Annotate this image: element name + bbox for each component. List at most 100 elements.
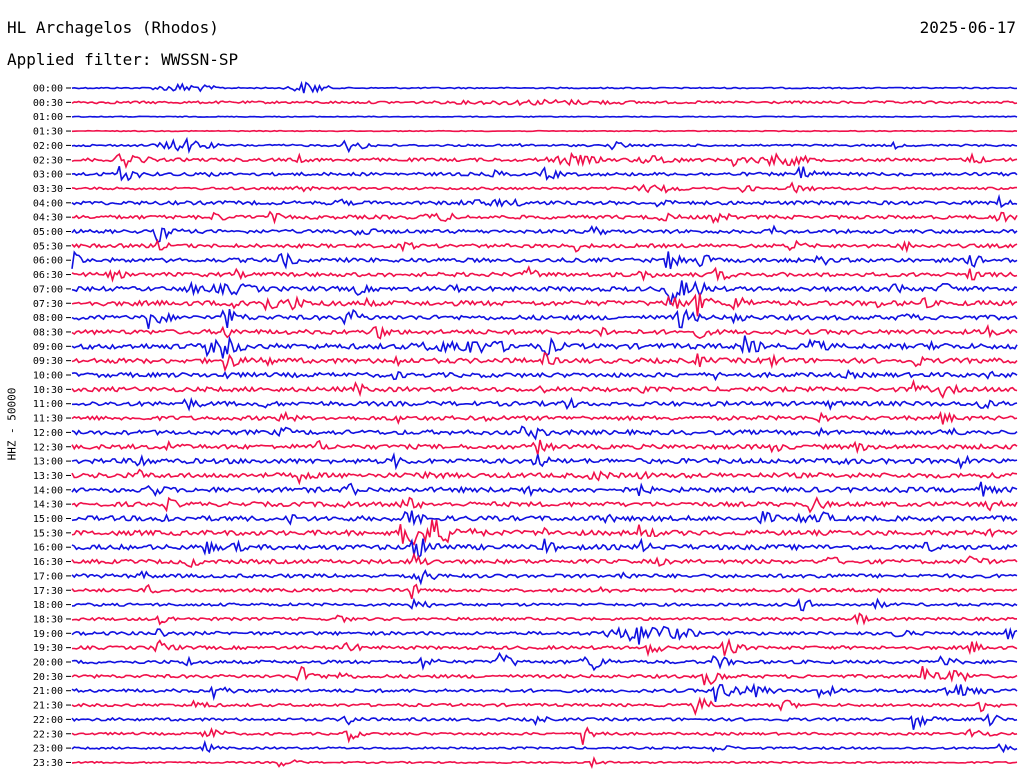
time-tick-label: 21:30	[33, 701, 63, 712]
time-tick-label: 10:30	[33, 385, 63, 396]
time-tick-label: 01:30	[33, 127, 63, 138]
trace-line	[71, 713, 1018, 730]
time-tick-label: 21:00	[33, 686, 63, 697]
time-tick-label: 23:30	[33, 758, 63, 769]
trace-line	[71, 612, 1018, 626]
time-tick-label: 19:00	[33, 629, 63, 640]
time-tick-label: 18:00	[33, 600, 63, 611]
time-tick-label: 10:00	[33, 371, 63, 382]
trace-line	[71, 210, 1018, 225]
time-tick-label: 14:00	[33, 485, 63, 496]
time-tick-label: 05:00	[33, 227, 63, 238]
trace-line	[72, 637, 1018, 658]
trace-line	[71, 468, 1018, 486]
date-label: 2025-06-17	[919, 18, 1016, 37]
trace-line	[71, 378, 1018, 399]
trace-line	[71, 439, 1018, 456]
trace-line	[71, 651, 1018, 672]
time-tick-label: 08:30	[33, 327, 63, 338]
time-tick-label: 07:00	[33, 284, 63, 295]
trace-line	[71, 98, 1018, 107]
trace-line	[71, 410, 1018, 425]
time-tick-label: 17:00	[33, 571, 63, 582]
trace-line	[71, 250, 1018, 270]
time-tick-label: 16:00	[33, 543, 63, 554]
time-tick-label: 05:30	[33, 241, 63, 252]
trace-line	[71, 665, 1018, 686]
trace-line	[71, 425, 1018, 441]
time-tick-label: 04:30	[33, 213, 63, 224]
trace-line	[71, 682, 1018, 703]
time-tick-label: 22:30	[33, 729, 63, 740]
time-tick-label: 02:00	[33, 141, 63, 152]
trace-line	[71, 597, 1018, 612]
station-title: HL Archagelos (Rhodos)	[7, 18, 219, 37]
time-tick-label: 16:30	[33, 557, 63, 568]
time-tick-label: 01:00	[33, 112, 63, 123]
time-tick-label: 15:30	[33, 528, 63, 539]
trace-line	[71, 193, 1018, 209]
trace-line	[71, 136, 1018, 154]
time-tick-label: 22:00	[33, 715, 63, 726]
trace-line	[71, 238, 1018, 254]
time-tick-label: 08:00	[33, 313, 63, 324]
time-tick-label: 04:00	[33, 198, 63, 209]
trace-line	[71, 181, 1017, 194]
time-tick-label: 03:00	[33, 170, 63, 181]
trace-line	[71, 151, 1018, 170]
trace-line	[71, 368, 1018, 382]
trace-line	[71, 452, 1018, 471]
trace-line	[71, 224, 1018, 244]
trace-line	[71, 165, 1018, 182]
time-tick-label: 06:30	[33, 270, 63, 281]
time-tick-label: 19:30	[33, 643, 63, 654]
trace-line	[71, 696, 1018, 716]
trace-line	[71, 308, 1018, 329]
trace-line	[71, 280, 1018, 305]
trace-line	[71, 335, 1018, 359]
time-tick-label: 14:30	[33, 500, 63, 511]
time-tick-label: 23:00	[33, 744, 63, 755]
trace-line	[71, 323, 1018, 340]
trace-line	[71, 519, 1018, 546]
time-tick-label: 00:00	[33, 84, 63, 95]
time-tick-label: 20:30	[33, 672, 63, 683]
trace-line	[71, 351, 1018, 373]
trace-line	[71, 537, 1018, 560]
trace-line	[71, 726, 1018, 745]
time-tick-label: 13:30	[33, 471, 63, 482]
filter-label: Applied filter: WWSSN-SP	[7, 50, 239, 69]
trace-line	[71, 739, 1018, 754]
time-tick-label: 17:30	[33, 586, 63, 597]
time-tick-label: 11:00	[33, 399, 63, 410]
time-tick-label: 03:30	[33, 184, 63, 195]
time-tick-label: 02:30	[33, 155, 63, 166]
trace-line	[71, 115, 1018, 118]
time-tick-label: 12:00	[33, 428, 63, 439]
trace-line	[71, 551, 1018, 568]
trace-line	[71, 481, 1018, 498]
trace-line	[71, 755, 1018, 770]
time-tick-label: 06:00	[33, 256, 63, 267]
trace-line	[72, 396, 1018, 412]
time-tick-label: 09:30	[33, 356, 63, 367]
trace-line	[71, 265, 1018, 283]
time-tick-label: 12:30	[33, 442, 63, 453]
trace-line	[71, 625, 1018, 645]
trace-line	[71, 510, 1018, 527]
trace-line	[71, 583, 1018, 600]
time-tick-label: 18:30	[33, 614, 63, 625]
trace-line	[71, 293, 1018, 317]
time-tick-label: 00:30	[33, 98, 63, 109]
time-tick-label: 11:30	[33, 414, 63, 425]
time-tick-label: 09:00	[33, 342, 63, 353]
trace-line	[71, 80, 1018, 94]
trace-line	[71, 496, 1018, 514]
trace-line	[71, 129, 1018, 133]
trace-line	[71, 568, 1018, 586]
time-tick-label: 07:30	[33, 299, 63, 310]
time-tick-label: 13:00	[33, 457, 63, 468]
time-tick-label: 20:00	[33, 658, 63, 669]
time-tick-label: 15:00	[33, 514, 63, 525]
